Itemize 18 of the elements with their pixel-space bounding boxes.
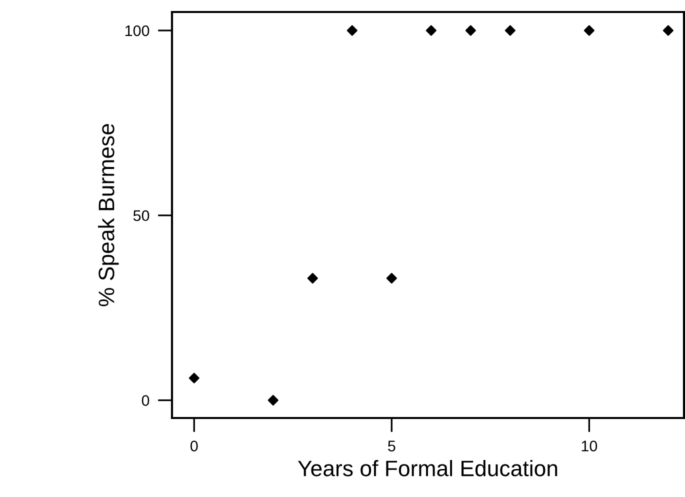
x-tick-label: 10 [582, 440, 598, 452]
point [584, 25, 594, 36]
point [307, 272, 318, 284]
x-tick-label: 5 [388, 440, 396, 452]
x-axis-title: Years of Formal Education [298, 460, 558, 476]
point [268, 394, 278, 406]
y-tick-label: 100 [125, 25, 150, 36]
point [188, 372, 200, 384]
y-axis-title: % Speak Burmese [98, 124, 119, 306]
point [465, 25, 476, 36]
point [346, 25, 358, 36]
point [662, 25, 674, 36]
y-tick-label: 0 [142, 395, 150, 406]
point [426, 25, 436, 36]
y-tick-label: 50 [133, 210, 150, 222]
point [386, 272, 397, 284]
point [504, 25, 516, 36]
x-tick-label: 0 [190, 440, 198, 452]
